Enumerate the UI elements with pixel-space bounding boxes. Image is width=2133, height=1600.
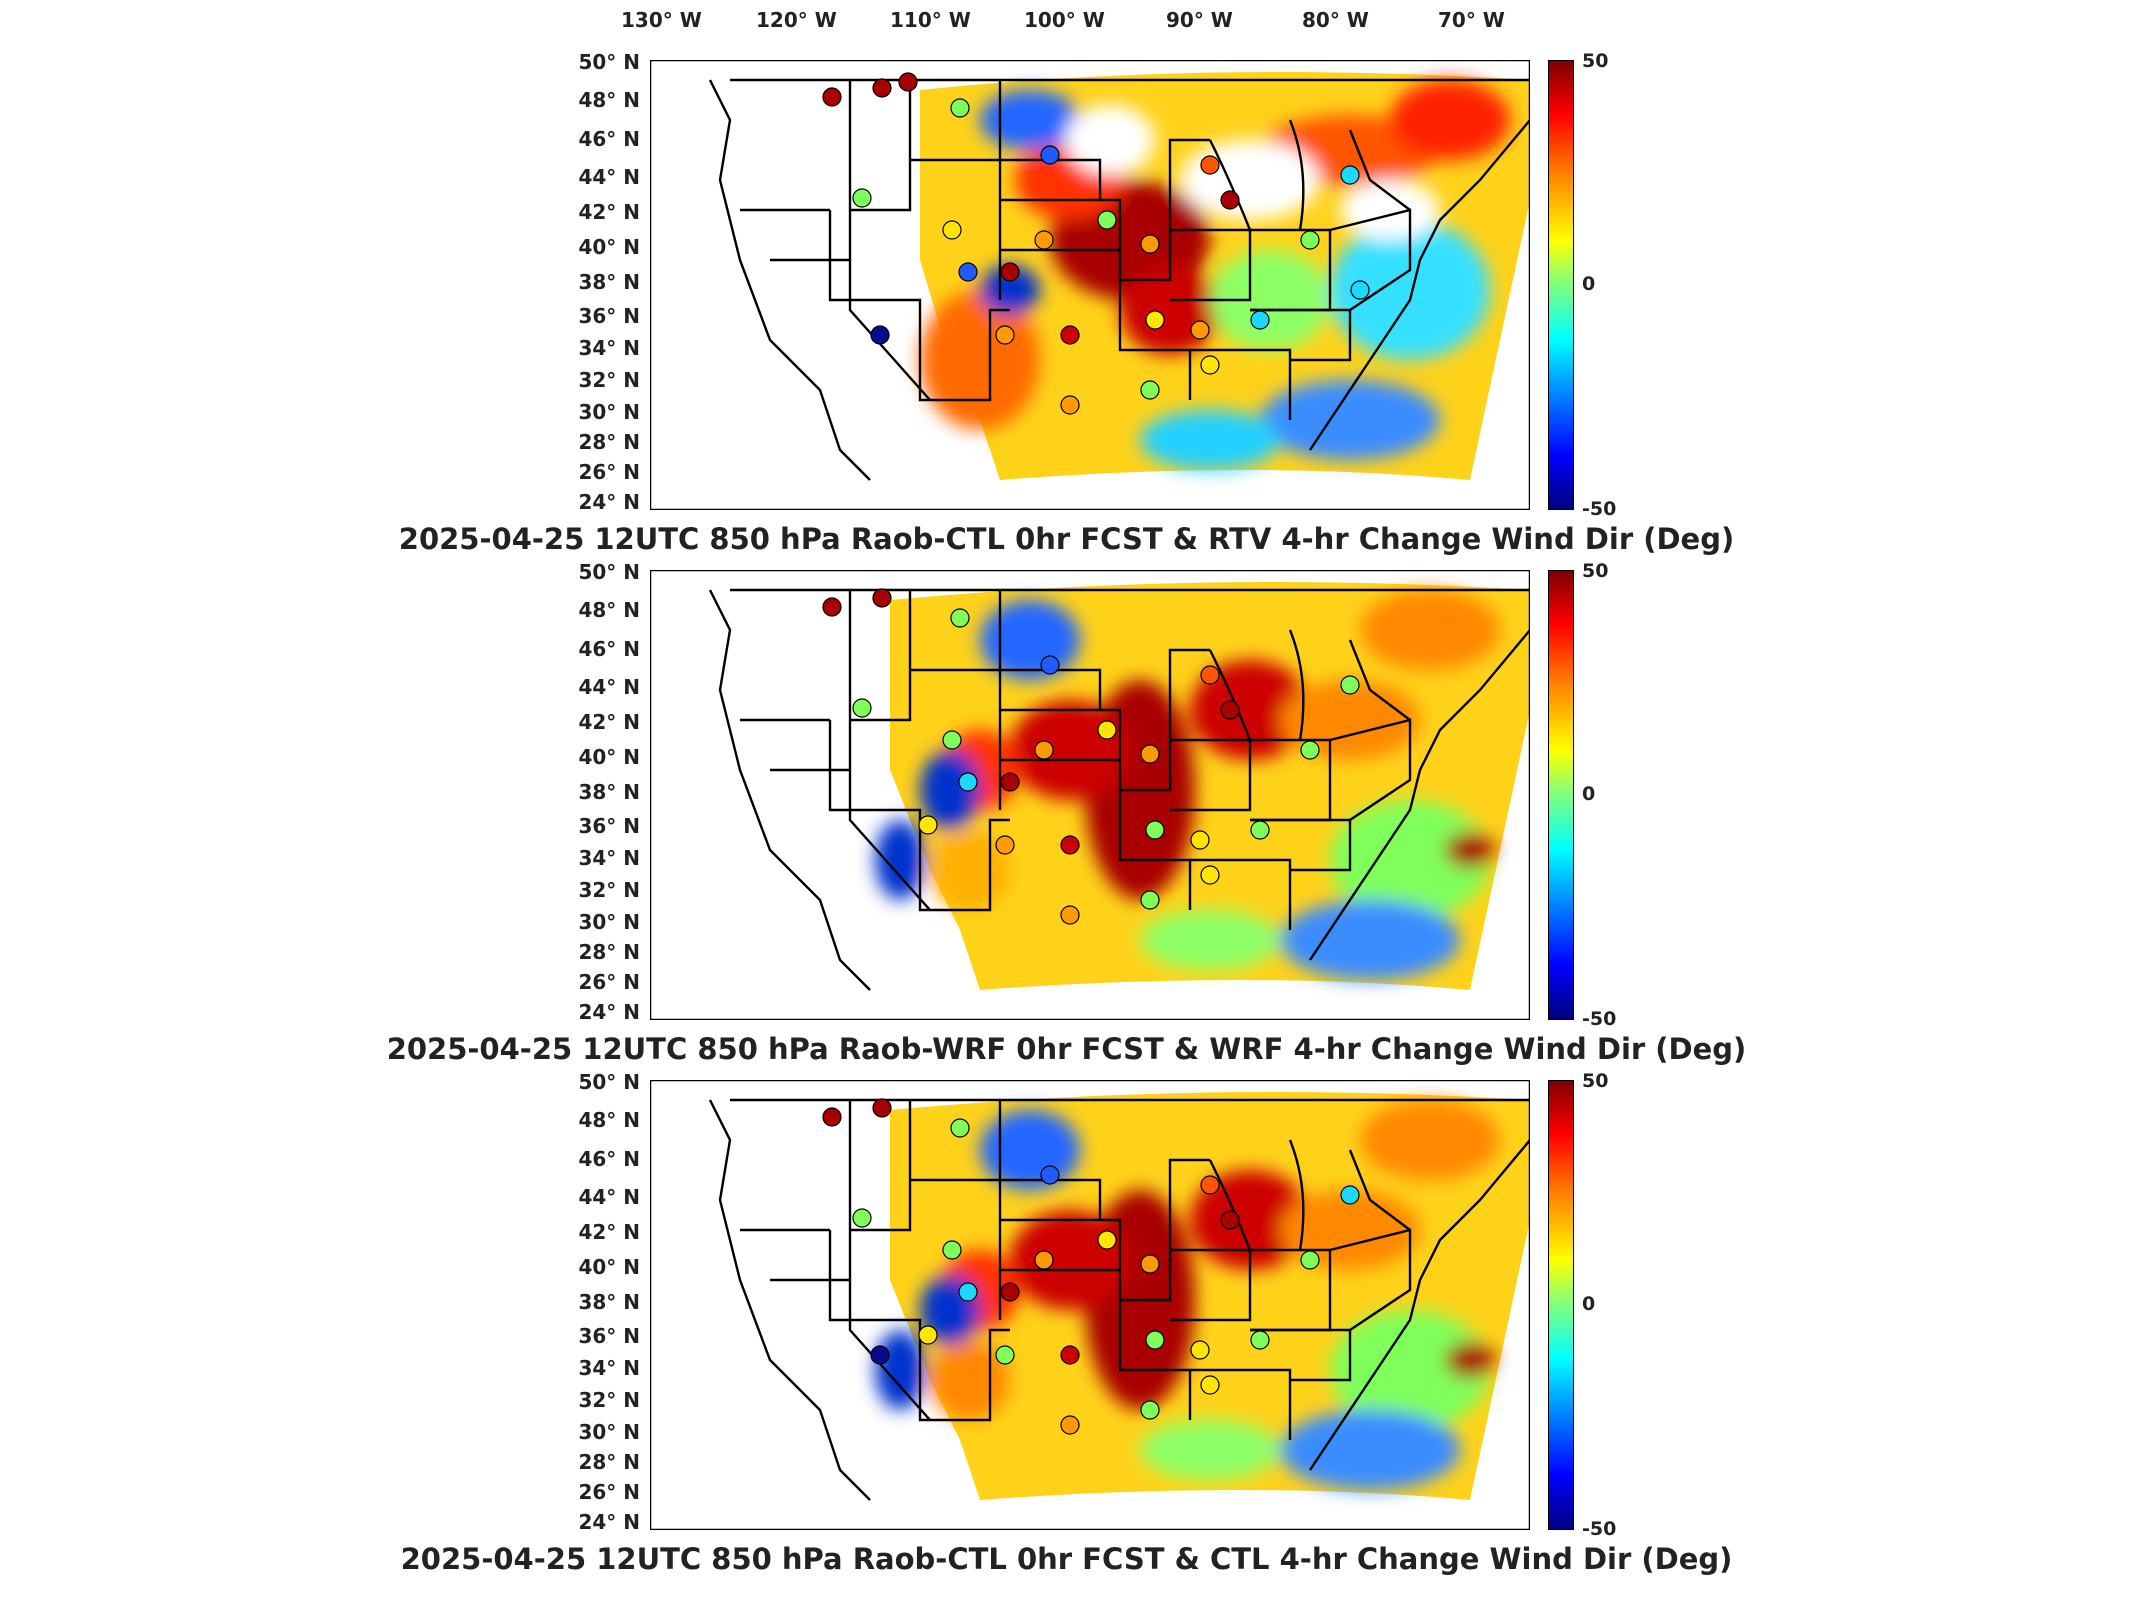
panel-title: 2025-04-25 12UTC 850 hPa Raob-CTL 0hr FC… [398, 522, 1735, 556]
lat-label: 50° N [578, 560, 640, 584]
lat-label: 50° N [578, 1070, 640, 1094]
lat-label: 48° N [578, 88, 640, 112]
colorbar-max-label: 50 [1582, 50, 1609, 72]
lat-label: 26° N [578, 460, 640, 484]
lat-label: 28° N [578, 940, 640, 964]
lat-label: 44° N [578, 165, 640, 189]
colorbar [1548, 1080, 1574, 1530]
lat-label: 30° N [578, 910, 640, 934]
lat-label: 40° N [578, 235, 640, 259]
lat-label: 30° N [578, 400, 640, 424]
lat-label: 34° N [578, 846, 640, 870]
colorbar-mid-label: 0 [1582, 783, 1596, 805]
lat-label: 32° N [578, 878, 640, 902]
lon-label: 130° W [621, 8, 702, 32]
lat-label: 48° N [578, 1108, 640, 1132]
lat-label: 36° N [578, 814, 640, 838]
lat-label: 32° N [578, 1388, 640, 1412]
lat-label: 42° N [578, 710, 640, 734]
lat-label: 24° N [578, 1510, 640, 1534]
lon-label: 110° W [890, 8, 971, 32]
colorbar [1548, 570, 1574, 1020]
colorbar-min-label: -50 [1582, 1518, 1617, 1540]
lat-label: 26° N [578, 1480, 640, 1504]
colorbar-max-label: 50 [1582, 1070, 1609, 1092]
colorbar-min-label: -50 [1582, 1008, 1617, 1030]
lon-label: 100° W [1024, 8, 1105, 32]
panel-title: 2025-04-25 12UTC 850 hPa Raob-CTL 0hr FC… [400, 1542, 1733, 1576]
lat-label: 40° N [578, 1255, 640, 1279]
colorbar [1548, 60, 1574, 510]
lon-label: 120° W [756, 8, 837, 32]
lat-label: 26° N [578, 970, 640, 994]
lat-label: 38° N [578, 270, 640, 294]
lat-label: 38° N [578, 780, 640, 804]
lat-label: 32° N [578, 368, 640, 392]
longitude-axis: 130° W 120° W 110° W 100° W 90° W 80° W … [0, 0, 2133, 50]
lat-label: 24° N [578, 490, 640, 514]
colorbar-min-label: -50 [1582, 498, 1617, 520]
lat-label: 46° N [578, 637, 640, 661]
lat-label: 40° N [578, 745, 640, 769]
lat-label: 24° N [578, 1000, 640, 1024]
colorbar-mid-label: 0 [1582, 1293, 1596, 1315]
lat-label: 28° N [578, 1450, 640, 1474]
lon-label: 80° W [1302, 8, 1369, 32]
lon-label: 70° W [1438, 8, 1505, 32]
lat-label: 42° N [578, 200, 640, 224]
map-panel-2: 50° N 48° N 46° N 44° N 42° N 40° N 38° … [0, 560, 2133, 1080]
lat-label: 44° N [578, 675, 640, 699]
map-panel-3: 50° N 48° N 46° N 44° N 42° N 40° N 38° … [0, 1070, 2133, 1590]
lat-label: 36° N [578, 1324, 640, 1348]
wind-direction-map [650, 60, 1530, 510]
lat-label: 34° N [578, 1356, 640, 1380]
lat-label: 38° N [578, 1290, 640, 1314]
lat-label: 42° N [578, 1220, 640, 1244]
wind-direction-map [650, 570, 1530, 1020]
colorbar-max-label: 50 [1582, 560, 1609, 582]
lat-label: 28° N [578, 430, 640, 454]
wind-direction-map [650, 1080, 1530, 1530]
lat-label: 34° N [578, 336, 640, 360]
lat-label: 30° N [578, 1420, 640, 1444]
lat-label: 48° N [578, 598, 640, 622]
panel-title: 2025-04-25 12UTC 850 hPa Raob-WRF 0hr FC… [386, 1032, 1747, 1066]
lon-label: 90° W [1166, 8, 1233, 32]
colorbar-mid-label: 0 [1582, 273, 1596, 295]
lat-label: 44° N [578, 1185, 640, 1209]
lat-label: 46° N [578, 127, 640, 151]
lat-label: 46° N [578, 1147, 640, 1171]
map-panel-1: 50° N 48° N 46° N 44° N 42° N 40° N 38° … [0, 50, 2133, 570]
lat-label: 36° N [578, 304, 640, 328]
lat-label: 50° N [578, 50, 640, 74]
